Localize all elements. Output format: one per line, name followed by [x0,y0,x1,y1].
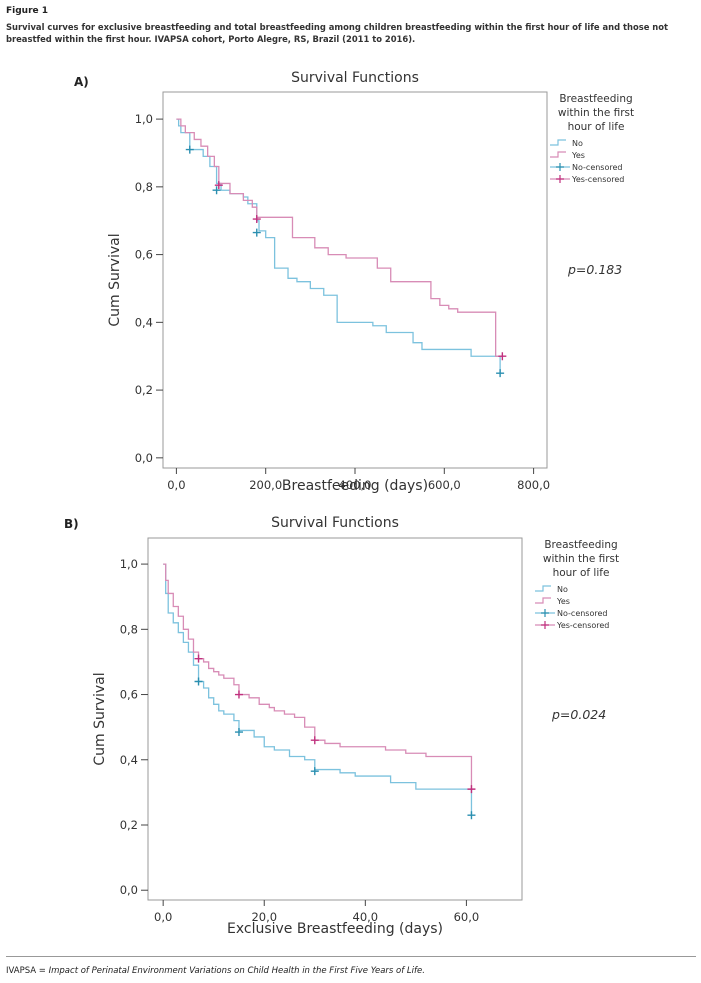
legend-entry-label: Yes-censored [556,621,609,630]
x-tick-label: 600,0 [428,478,461,492]
censor-marker-no [212,186,221,195]
legend-title-line: hour of life [553,567,610,579]
p-value-annotation: p=0.183 [567,262,622,277]
censor-marker-no [234,728,243,737]
series-line-no [176,118,501,374]
legend-swatch-line [550,139,566,146]
censor-marker-no [310,767,319,776]
censor-marker-yes [498,352,507,361]
legend-swatch-marker [541,621,549,629]
survival-chart-b: Survival Functions 0,0 0,2 0,4 0,6 0,8 1,0 0,0 2… [92,515,619,937]
censor-marker-no [252,228,261,237]
censor-marker-yes [310,736,319,745]
legend-entry-label: Yes [556,597,570,606]
y-tick-label: 0,2 [120,818,138,832]
legend-swatch-line [535,585,551,592]
plot-frame [162,91,548,469]
footnote-text: Impact of Perinatal Environment Variatio… [48,966,425,976]
x-tick-label: 40,0 [353,910,379,924]
legend-title-line: Breastfeeding [559,93,632,105]
x-tick-label: 20,0 [251,910,277,924]
censor-marker-yes [214,181,223,190]
figure-label: Figure 1 [6,6,49,16]
y-axis-label: Cum Survival [107,233,123,326]
x-tick-label: 200,0 [249,478,282,492]
y-tick-label: 0,8 [135,180,153,194]
figure-caption: Survival curves for exclusive breastfeed… [6,22,669,44]
y-tick-label: 0,4 [120,753,138,767]
censor-marker-yes [252,215,261,224]
x-tick-label: 0,0 [154,910,172,924]
legend-entry-label: No [572,139,583,148]
legend-entry-label: Yes [571,151,585,160]
series-line-no [163,563,473,816]
y-tick-label: 1,0 [120,557,138,571]
legend-title-line: Breastfeeding [544,539,617,551]
x-tick-label: 800,0 [517,478,550,492]
legend-entry-label: No-censored [572,163,622,172]
x-axis-label: Breastfeeding (days) [282,478,428,494]
y-tick-label: 0,8 [120,622,138,636]
censor-marker-yes [467,785,476,794]
legend-swatch-line [550,151,566,158]
legend-swatch-line [535,597,551,604]
censor-marker-no [185,145,194,154]
legend-entry-label: Yes-censored [571,175,624,184]
legend-entry-label: No-censored [557,609,607,618]
y-tick-label: 0,2 [135,383,153,397]
legend-swatch-marker [556,163,564,171]
legend-swatch-marker [541,609,549,617]
panel-label-a: A) [74,75,89,89]
panel-label-b: B) [64,517,79,531]
footnote-abbrev: IVAPSA = [6,966,49,976]
plot-frame [147,537,523,901]
legend-swatch-marker [556,175,564,183]
x-tick-label: 60,0 [454,910,480,924]
legend-title-line: hour of life [568,121,625,133]
x-tick-label: 400,0 [339,478,372,492]
y-tick-label: 0,0 [135,451,153,465]
y-axis-label: Cum Survival [92,672,108,765]
censor-marker-no [496,369,505,378]
y-tick-label: 0,4 [135,315,153,329]
censor-marker-no [194,677,203,686]
footnote: IVAPSA = Impact of Perinatal Environment… [6,966,425,976]
chart-title: Survival Functions [291,70,419,86]
x-tick-label: 0,0 [167,478,185,492]
legend-title-line: within the first [543,553,619,565]
footer-divider [6,956,696,957]
survival-chart-a: Survival Functions 0,0 0,2 0,4 0,6 0,8 1,0 0,0 2… [107,70,634,494]
y-tick-label: 0,6 [135,248,153,262]
y-tick-label: 0,0 [120,883,138,897]
x-axis-label: Exclusive Breastfeeding (days) [227,921,443,937]
legend-title-line: within the first [558,107,634,119]
y-tick-label: 1,0 [135,112,153,126]
series-line-yes [176,118,503,357]
legend-entry-label: No [557,585,568,594]
censor-marker-yes [234,690,243,699]
p-value-annotation: p=0.024 [551,707,606,722]
censor-marker-no [467,811,476,820]
censor-marker-yes [194,654,203,663]
chart-title: Survival Functions [271,515,399,531]
series-line-yes [163,563,473,790]
y-tick-label: 0,6 [120,688,138,702]
